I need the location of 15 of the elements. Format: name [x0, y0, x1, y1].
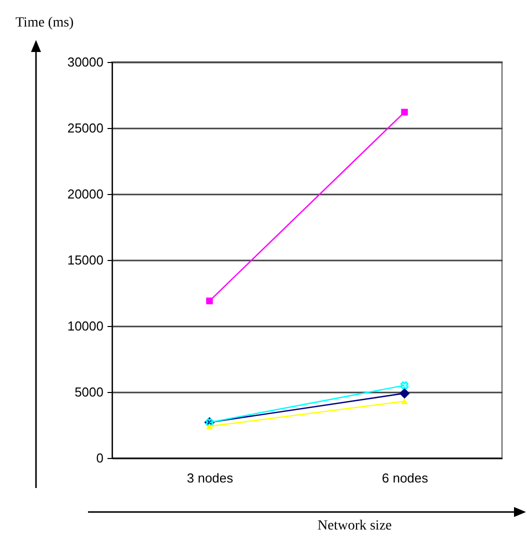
- point: [400, 381, 409, 390]
- y-tick-label: 5000: [74, 384, 104, 400]
- y-axis-title: Time (ms): [16, 16, 74, 30]
- point: [206, 298, 213, 304]
- y-tick-label: 30000: [67, 54, 104, 70]
- y-tick-label: 10000: [67, 318, 104, 334]
- x-tick-label: 6 nodes: [382, 470, 429, 486]
- y-tick-label: 0: [96, 450, 104, 466]
- y-tick-label: 20000: [67, 186, 104, 202]
- point: [401, 108, 408, 116]
- x-tick-label: 3 nodes: [186, 470, 234, 486]
- y-tick-label: 25000: [67, 120, 104, 136]
- point: [399, 388, 410, 399]
- x-axis-title: Network size: [318, 518, 392, 534]
- y-tick-label: 15000: [67, 252, 104, 268]
